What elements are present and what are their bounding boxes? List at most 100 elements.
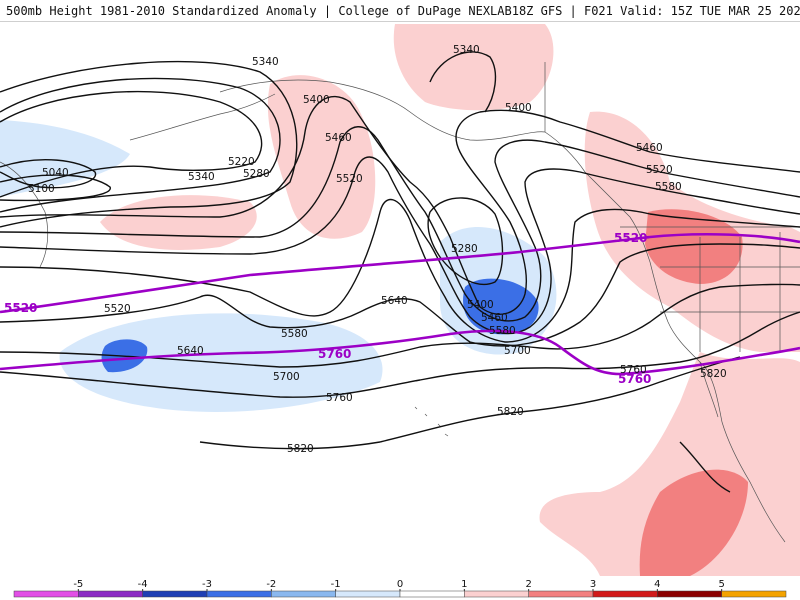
colorbar-tick-label: 3 <box>590 579 596 590</box>
pos-anomaly-north <box>393 24 554 111</box>
contour-5700 <box>0 283 800 368</box>
purple-contours <box>0 232 800 376</box>
us-west-coast <box>649 261 723 423</box>
pos-anomaly-alaska <box>267 75 376 239</box>
contour-label: 5340 <box>188 171 215 183</box>
contour-5340-north <box>429 51 497 113</box>
colorbar-tick-label: -1 <box>331 579 341 590</box>
contour-label: 5280 <box>243 168 270 180</box>
colorbar-swatch <box>78 590 143 598</box>
pos-anomaly-mexico-core <box>639 469 748 576</box>
purple-5760 <box>0 329 800 376</box>
contour-label: 5400 <box>303 94 330 106</box>
contour-label: 5520 <box>646 164 673 176</box>
contour-label: 5580 <box>489 325 516 337</box>
canada-coast <box>544 131 651 263</box>
kamchatka-coast <box>0 161 49 268</box>
contour-label: 5820 <box>700 368 727 380</box>
colorbar-swatch <box>271 590 336 598</box>
contour-label: 5760 <box>620 364 647 376</box>
contour-5280 <box>0 77 281 213</box>
contour-label: 5760 <box>326 392 353 404</box>
header-title: 500mb Height 1981-2010 Standardized Anom… <box>6 3 512 18</box>
contour-5820-east <box>679 441 731 493</box>
colorbar-tick-label: 0 <box>397 579 403 590</box>
contour-label: 5400 <box>467 299 494 311</box>
anomaly-map: 5340 5340 5400 5400 5460 5460 5520 5520 … <box>0 24 800 576</box>
contour-5100 <box>0 174 111 202</box>
contour-label: 5820 <box>497 406 524 418</box>
contour-label: 5700 <box>273 371 300 383</box>
contour-label: 5820 <box>287 443 314 455</box>
contour-label: 5460 <box>481 312 508 324</box>
contour-label: 5340 <box>252 56 279 68</box>
colorbar-swatches <box>13 590 787 598</box>
anomaly-colorbar: -5 -4 -3 -2 -1 0 1 2 3 4 5 <box>0 576 800 600</box>
purple-label: 5520 <box>614 231 647 245</box>
colorbar-tick-label: 4 <box>654 579 660 590</box>
colorbar-swatch <box>206 590 272 598</box>
contour-label: 5040 <box>42 167 69 179</box>
colorbar-swatch <box>335 590 401 598</box>
contour-label: 5580 <box>281 328 308 340</box>
colorbar-tick-label: -3 <box>202 579 212 590</box>
contour-label: 5400 <box>505 102 532 114</box>
contour-5400 <box>0 95 800 315</box>
colorbar-swatch <box>592 590 658 598</box>
contour-label: 5460 <box>325 132 352 144</box>
contour-5520 <box>0 156 800 335</box>
aleutian-chain <box>129 93 276 141</box>
contour-label: 5700 <box>504 345 531 357</box>
contour-label: 5220 <box>228 156 255 168</box>
mexico-coast <box>721 421 786 543</box>
colorbar-swatch <box>399 590 465 598</box>
contour-label: 5580 <box>655 181 682 193</box>
colorbar-tick-label: 5 <box>718 579 724 590</box>
purple-label: 5760 <box>318 347 351 361</box>
contour-5280-east <box>427 197 504 286</box>
anomaly-shading <box>0 24 800 576</box>
contour-5640 <box>0 243 800 347</box>
map-header: 500mb Height 1981-2010 Standardized Anom… <box>0 0 800 22</box>
contour-5340-west <box>0 60 298 228</box>
contour-label: 5520 <box>104 303 131 315</box>
colorbar-tick-label: 1 <box>461 579 467 590</box>
contour-5460 <box>0 126 800 322</box>
colorbar-swatch <box>528 590 594 598</box>
contour-label: 5640 <box>177 345 204 357</box>
colorbar-swatch <box>142 590 208 598</box>
colorbar-tick-label: -5 <box>73 579 83 590</box>
colorbar-tick-label: -4 <box>138 579 148 590</box>
purple-5520 <box>0 232 800 314</box>
canada-border <box>544 62 800 228</box>
contour-label: 5640 <box>381 295 408 307</box>
contour-5820 <box>199 356 741 450</box>
purple-label-group: 5520 5520 5760 5760 <box>4 231 651 386</box>
contour-label-group: 5340 5340 5400 5400 5460 5460 5520 5520 … <box>28 44 727 455</box>
header-valid-time: 18Z GFS | F021 Valid: 15Z TUE MAR 25 202… <box>511 3 800 18</box>
contour-5760 <box>0 311 800 398</box>
contour-label: 5100 <box>28 183 55 195</box>
contour-5220 <box>0 90 263 198</box>
colorbar-tick-label: -2 <box>266 579 276 590</box>
neg-anomaly-west <box>0 120 130 197</box>
contour-label: 5340 <box>453 44 480 56</box>
contour-5040 <box>0 159 97 189</box>
coastlines <box>0 62 800 543</box>
colorbar-swatch <box>13 590 79 598</box>
us-state-borders <box>660 232 800 352</box>
colorbar-tick-label: 2 <box>525 579 531 590</box>
colorbar-swatch <box>721 590 787 598</box>
alaska-coast <box>219 79 546 141</box>
pos-anomaly-west-core <box>645 209 743 284</box>
colorbar-swatch <box>464 590 529 598</box>
hawaii-islands <box>414 406 449 437</box>
colorbar-swatch <box>657 590 722 598</box>
purple-label: 5520 <box>4 301 37 315</box>
baja-peninsula <box>699 361 719 418</box>
height-contours <box>0 51 800 493</box>
colorbar-ticks: -5 -4 -3 -2 -1 0 1 2 3 4 5 <box>73 579 725 591</box>
purple-label: 5760 <box>618 372 651 386</box>
contour-label: 5460 <box>636 142 663 154</box>
contour-label: 5280 <box>451 243 478 255</box>
